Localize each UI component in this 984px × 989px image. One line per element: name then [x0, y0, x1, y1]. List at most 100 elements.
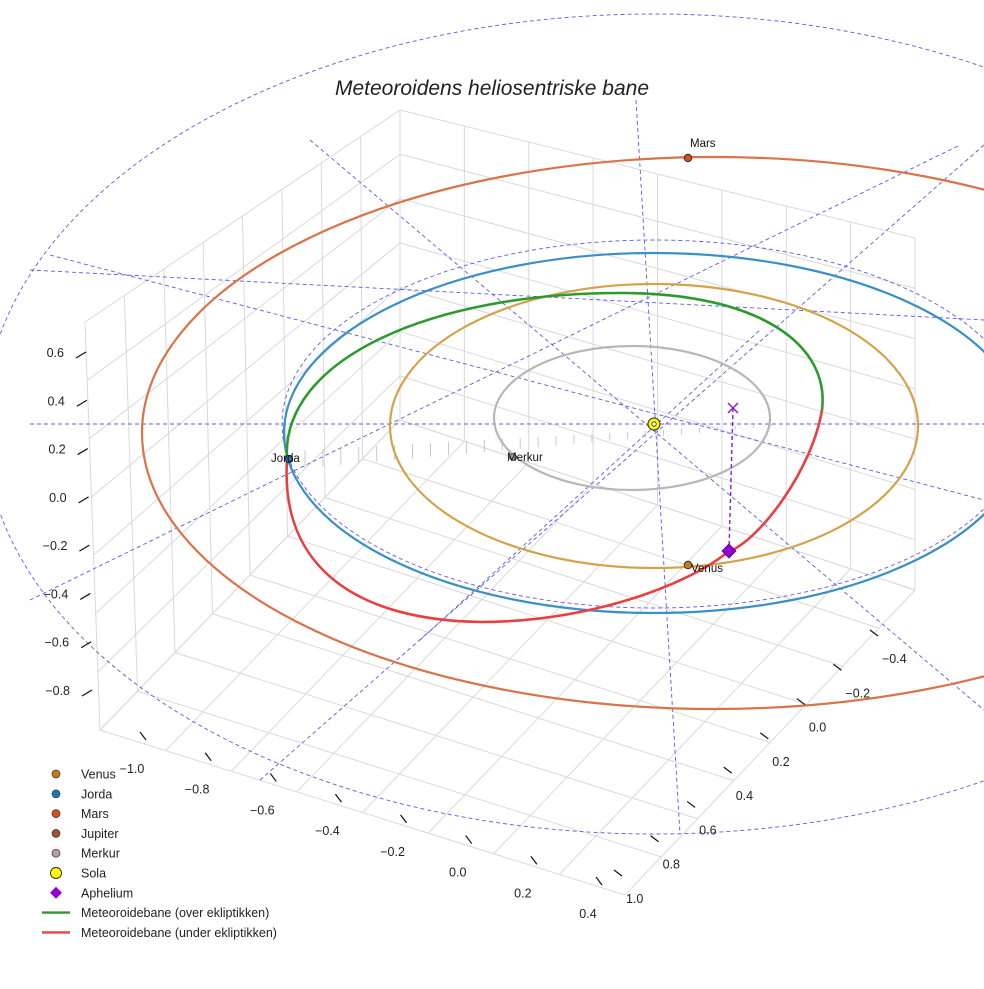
drop-lines	[304, 421, 826, 468]
orbit-mars	[141, 155, 984, 711]
z-tick	[75, 351, 87, 359]
aphelion-drop-line	[728, 407, 734, 552]
planet-label-merkur: Merkur	[507, 452, 543, 464]
grid-line	[493, 547, 787, 855]
x-tick	[204, 752, 212, 762]
x-tick-label: −0.6	[250, 803, 275, 817]
legend-label: Venus	[81, 768, 116, 782]
x-tick	[269, 773, 277, 782]
legend-marker-circle	[51, 789, 61, 799]
legend-marker-diamond	[50, 886, 62, 899]
grid-line	[559, 568, 851, 875]
grid-line	[296, 483, 594, 793]
x-tick-label: 0.4	[579, 907, 596, 921]
legend-marker-circle	[51, 809, 61, 818]
legend-item: Sola	[50, 867, 106, 881]
z-tick-label: 0.6	[47, 346, 64, 360]
y-tick-label: −0.4	[882, 652, 907, 666]
sun-core	[651, 421, 657, 427]
meteoroid-orbit-above	[285, 291, 824, 461]
legend-label: Mars	[81, 807, 109, 821]
x-tick	[465, 835, 473, 844]
x-tick-label: 0.2	[514, 886, 531, 900]
venus-marker	[683, 560, 693, 570]
ecliptic-reference-lines	[0, 13, 984, 835]
legend-item: Meteoroidebane (under ekliptikken)	[42, 926, 277, 940]
merkur-marker	[509, 453, 517, 461]
meteoroid-orbit-below	[285, 409, 824, 624]
grid-line	[99, 419, 401, 731]
legend-label: Jorda	[81, 787, 112, 801]
grid-line	[95, 331, 401, 614]
legend-label: Aphelium	[81, 886, 133, 900]
grid-line	[362, 504, 658, 813]
legend-label: Jupiter	[81, 827, 119, 841]
grid-line	[91, 242, 401, 498]
x-tick	[595, 876, 603, 886]
grid-line	[399, 330, 916, 490]
x-tick-label: −1.0	[120, 762, 145, 776]
y-tick	[686, 800, 696, 808]
jorda-marker	[284, 454, 294, 464]
grid-line	[230, 462, 530, 772]
legend-item: Jupiter	[51, 827, 119, 841]
grid-line	[360, 136, 363, 459]
body-markers: Mars Jorda Merkur Venus	[271, 138, 739, 575]
chart-title: Meteoroidens heliosentriske bane	[335, 77, 649, 100]
grid-line	[399, 242, 916, 390]
x-tick-label: −0.4	[315, 824, 340, 838]
grid-line	[399, 153, 916, 289]
axis-grid	[84, 109, 916, 896]
z-tick-label: 0.0	[49, 491, 66, 505]
ecliptic-ray	[29, 269, 984, 321]
grid-line	[86, 153, 401, 381]
x-tick	[530, 855, 538, 865]
grid-line	[84, 321, 101, 731]
planet-orbits	[141, 155, 984, 711]
z-tick-label: 0.4	[47, 394, 64, 408]
legend-marker-circle	[51, 829, 61, 838]
y-tick	[833, 663, 842, 671]
y-tick	[869, 629, 879, 637]
aphelion-marker	[721, 543, 737, 559]
z-tick-label: −0.4	[44, 587, 69, 601]
grid-line	[165, 440, 465, 751]
z-tick-label: 0.2	[48, 443, 65, 457]
x-tick	[334, 793, 342, 803]
legend-label: Sola	[81, 867, 106, 881]
z-tick	[77, 448, 89, 456]
z-tick	[79, 592, 91, 600]
x-tick-label: −0.2	[380, 845, 405, 859]
z-tick	[76, 399, 88, 407]
z-tick-label: −0.6	[44, 636, 69, 650]
grid-line	[399, 198, 916, 340]
z-tick-label: −0.8	[45, 684, 70, 698]
y-tick	[723, 766, 733, 774]
y-tick	[796, 698, 806, 706]
legend-item: Venus	[51, 768, 116, 782]
y-tick	[759, 732, 769, 740]
legend-item: Merkur	[51, 847, 120, 861]
grid-line	[427, 525, 723, 834]
legend: Venus Jorda Mars Jupiter Merkur Sola Aphelium M…	[42, 768, 277, 940]
ecliptic-ray	[259, 144, 984, 781]
y-tick-label: 0.2	[772, 755, 789, 769]
legend-label: Merkur	[81, 847, 120, 861]
planet-label-mars: Mars	[690, 138, 716, 150]
x-tick	[139, 731, 147, 741]
aphelion-projection-marker	[727, 402, 739, 414]
orbit-merkur	[492, 344, 772, 492]
z-tick-label: −0.2	[43, 539, 68, 553]
grid-line	[399, 109, 916, 239]
y-tick-label: −0.2	[845, 686, 870, 700]
legend-label: Meteoroidebane (under ekliptikken)	[81, 926, 277, 940]
grid-line	[624, 589, 916, 896]
grid-line	[88, 198, 401, 439]
x-tick-label: −0.8	[185, 783, 210, 797]
ecliptic-ray	[29, 144, 961, 601]
z-tick	[78, 496, 89, 504]
y-tick	[650, 835, 659, 843]
axis-ticks: −0.8 −0.6 −0.4 −0.2 0.0 0.2 0.4 0.6 −1.0 −0.8 −0.6…	[43, 346, 907, 921]
